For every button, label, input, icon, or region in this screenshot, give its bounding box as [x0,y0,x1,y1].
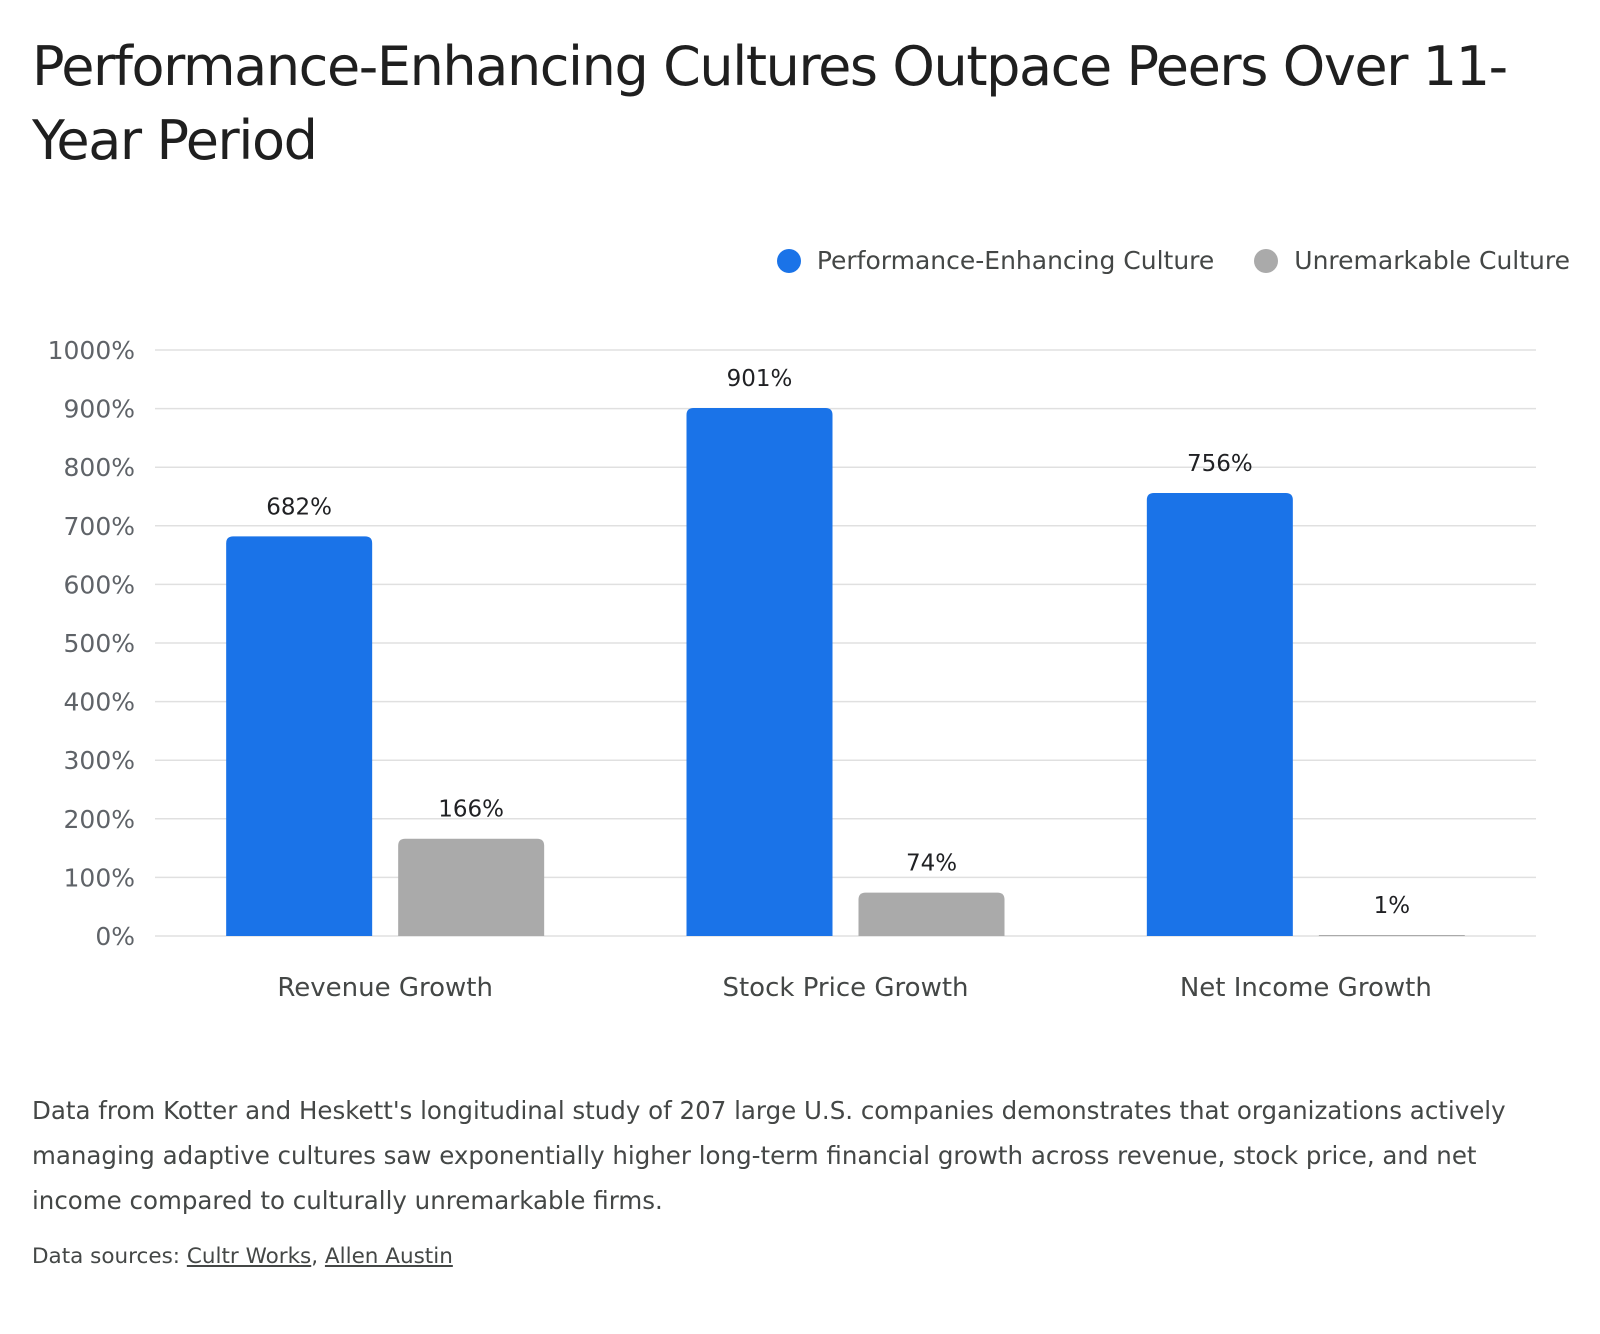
bar [1318,935,1465,936]
legend-swatch-performance [776,248,801,273]
data-label: 756% [1187,451,1253,477]
x-tick-label: Stock Price Growth [722,973,968,1003]
y-tick-label: 200% [64,805,135,834]
bar [398,838,545,936]
y-tick-label: 700% [64,512,135,541]
data-label: 74% [906,851,957,877]
bar [1146,492,1293,936]
bar [686,408,833,936]
y-tick-label: 600% [64,570,135,599]
y-tick-label: 400% [64,688,135,717]
legend-label-performance: Performance-Enhancing Culture [816,246,1215,275]
y-tick-label: 800% [64,453,135,482]
sources-separator: , [311,1244,319,1269]
chart-legend: Performance-Enhancing Culture Unremarkab… [737,246,1570,275]
chart-description: Data from Kotter and Heskett's longitudi… [32,1096,1506,1215]
y-tick-label: 0% [95,922,135,951]
legend-label-unremarkable: Unremarkable Culture [1294,246,1570,275]
legend-item-unremarkable: Unremarkable Culture [1254,246,1570,275]
legend-item-performance: Performance-Enhancing Culture [776,246,1215,275]
data-label: 1% [1374,893,1411,919]
y-tick-label: 1000% [48,336,135,365]
data-label: 682% [266,494,332,520]
legend-swatch-unremarkable [1254,248,1279,273]
source-link-cultr-works[interactable]: Cultr Works [186,1244,312,1269]
x-tick-label: Net Income Growth [1180,973,1432,1003]
data-label: 166% [438,797,504,823]
x-tick-label: Revenue Growth [277,973,493,1003]
y-tick-label: 900% [64,395,135,424]
y-tick-label: 300% [64,746,135,775]
bar-chart: 0% 100% 200% 300% 400% 500% 600% 700% 800% 900% 10… [48,336,1536,1003]
y-tick-label: 500% [64,629,135,658]
data-sources: Data sources: Cultr Works, Allen Austin [32,1244,453,1269]
source-link-allen-austin[interactable]: Allen Austin [324,1244,453,1269]
data-label: 901% [727,366,793,392]
chart-title: Performance-Enhancing Cultures Outpace P… [32,35,1508,172]
bar [858,892,1005,936]
y-tick-label: 100% [64,863,135,892]
bar [226,536,373,936]
sources-label: Data sources: [32,1244,181,1269]
